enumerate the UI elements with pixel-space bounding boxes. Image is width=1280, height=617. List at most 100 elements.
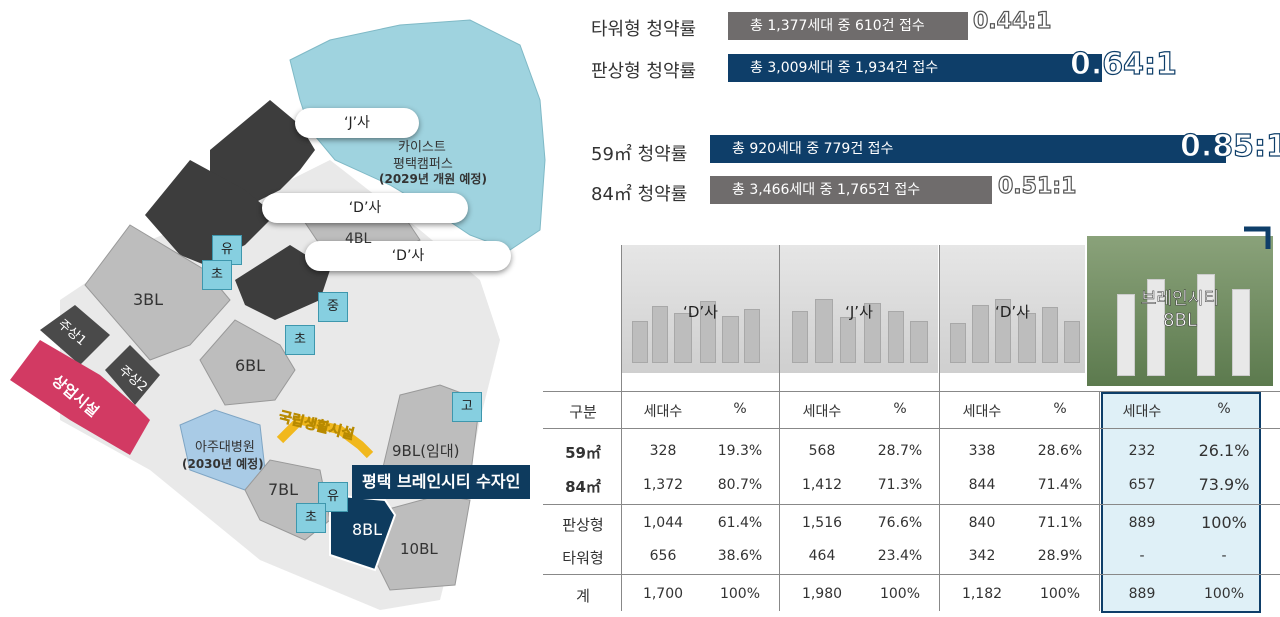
table-cell: 232: [1128, 443, 1156, 459]
bar-flat: 총 3,009세대 중 1,934건 접수: [728, 54, 1102, 82]
ratio-84: 0.51:1: [997, 173, 1077, 199]
grid-hline-2: [543, 428, 1280, 429]
grid-hline-1: [543, 391, 1280, 392]
table-cell: 1,516: [801, 515, 843, 531]
table-cell: 1,700: [642, 586, 684, 602]
table-head: %: [893, 401, 907, 417]
site-map-shapes: [10, 19, 546, 610]
table-head: %: [1053, 401, 1067, 417]
grid-hline-4: [543, 574, 1280, 575]
table-row-label: 59㎡: [565, 444, 601, 462]
bar-84: 총 3,466세대 중 1,765건 접수: [710, 176, 992, 204]
school-jung: 중: [318, 292, 348, 322]
block-label-9bl: 9BL(임대): [392, 442, 460, 460]
table-cell: 657: [1128, 477, 1156, 493]
bar-label-84: 84㎡ 청약률: [591, 184, 688, 205]
table-cell: 338: [968, 443, 996, 459]
school-go: 고: [452, 392, 482, 422]
table-head: 세대수: [1122, 404, 1162, 420]
project-tag: 평택 브레인시티 수자인: [352, 465, 531, 499]
photo-caption-4a: 브레인시티: [1140, 289, 1220, 310]
table-cell: 23.4%: [877, 548, 923, 564]
table-cell: 342: [968, 548, 996, 564]
grid-vline-4: [1099, 392, 1100, 611]
table-head: %: [733, 401, 747, 417]
table-row-label: 판상형: [562, 516, 604, 534]
hospital-label-1: 아주대병원: [195, 440, 255, 455]
photo-d-company-1: ‘D’사: [622, 245, 779, 373]
highlight-column: [1101, 392, 1261, 613]
kaist-label-2: 평택캠퍼스: [393, 157, 453, 172]
school-cho-2: 초: [285, 325, 315, 355]
table-cell: 71.1%: [1037, 515, 1083, 531]
table-cell: 71.3%: [877, 477, 923, 493]
school-cho-1: 초: [202, 260, 232, 290]
table-head-category: 구분: [569, 403, 597, 421]
table-cell: -: [1221, 548, 1227, 564]
table-cell: 19.3%: [717, 443, 763, 459]
table-cell: 1,980: [801, 586, 843, 602]
block-3bl: [84, 224, 231, 361]
table-row-label: 계: [576, 587, 590, 605]
photo-caption-4b: 8BL: [1163, 310, 1197, 332]
table-cell: 889: [1128, 586, 1156, 602]
hospital-label-2: (2030년 예정): [182, 457, 264, 471]
photo-brain-city-8bl: 브레인시티 8BL: [1087, 236, 1273, 386]
corner-accent: [1244, 226, 1271, 249]
table-cell: 76.6%: [877, 515, 923, 531]
grid-hline-3: [543, 504, 1280, 505]
table-row-label: 84㎡: [565, 478, 601, 496]
ratio-59: 0.85:1: [1179, 128, 1280, 164]
table-cell: 100%: [1039, 586, 1081, 602]
table-cell: 1,372: [642, 477, 684, 493]
ratio-flat: 0.64:1: [1069, 46, 1177, 82]
table-cell: 38.6%: [717, 548, 763, 564]
ratio-tower: 0.44:1: [972, 8, 1052, 34]
table-cell: 100%: [879, 586, 921, 602]
table-cell: 80.7%: [717, 477, 763, 493]
block-label-8bl: 8BL: [352, 520, 383, 539]
photo-j-company: ‘J’사: [780, 245, 938, 373]
table-cell: 844: [968, 477, 996, 493]
table-cell: 1,182: [961, 586, 1003, 602]
table-cell: 889: [1128, 515, 1156, 531]
table-cell: 73.9%: [1198, 475, 1250, 494]
block-label-10bl: 10BL: [400, 540, 438, 558]
bar-label-tower: 타워형 청약률: [591, 19, 697, 40]
photo-caption-1: ‘D’사: [683, 303, 718, 321]
table-cell: 568: [808, 443, 836, 459]
photo-caption-2: ‘J’사: [845, 303, 873, 321]
table-head: 세대수: [643, 404, 683, 420]
table-cell: 656: [649, 548, 677, 564]
table-cell: 28.7%: [877, 443, 923, 459]
bar-59: 총 920세대 중 779건 접수: [710, 135, 1226, 163]
block-label-7bl: 7BL: [268, 480, 299, 499]
table-cell: 61.4%: [717, 515, 763, 531]
commercial-shop: [10, 340, 150, 455]
table-cell: 328: [649, 443, 677, 459]
commercial-1: [40, 305, 110, 365]
block-label-6bl: 6BL: [235, 356, 266, 375]
block-j: [210, 100, 315, 205]
bar-label-59: 59㎡ 청약률: [591, 144, 688, 165]
bar-tower: 총 1,377세대 중 610건 접수: [728, 12, 968, 40]
table-cell: 28.6%: [1037, 443, 1083, 459]
table-cell: 100%: [719, 586, 761, 602]
block-label-3bl: 3BL: [133, 290, 164, 309]
bar-label-flat: 판상형 청약률: [591, 61, 697, 82]
block-8bl: [329, 493, 397, 572]
table-head: 세대수: [962, 404, 1002, 420]
block-label-4bl: 4BL: [345, 231, 372, 247]
photo-d-company-2: ‘D’사: [940, 245, 1085, 373]
table-cell: 28.9%: [1037, 548, 1083, 564]
table-cell: 100%: [1203, 586, 1245, 602]
site-map: ‘J’사 ‘D’사 ‘D’사 카이스트 평택캠퍼스 (2029년 개원 예정) …: [0, 0, 560, 617]
block-6bl: [199, 319, 296, 406]
school-cho-3: 초: [296, 503, 326, 533]
table-head: %: [1217, 401, 1231, 417]
table-cell: 1,412: [801, 477, 843, 493]
kaist-label-3: (2029년 개원 예정): [379, 172, 487, 186]
table-cell: 71.4%: [1037, 477, 1083, 493]
photo-caption-3: ‘D’사: [995, 303, 1030, 321]
callout-d1: ‘D’사: [262, 193, 468, 223]
